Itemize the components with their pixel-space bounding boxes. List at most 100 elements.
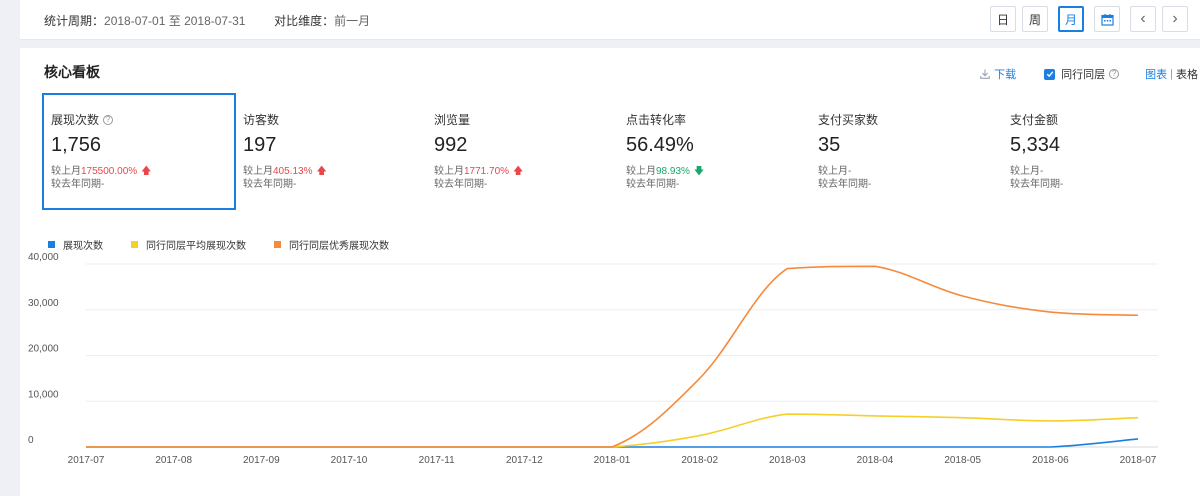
kpi-mom: 较上月 98.93% 🡇 [626, 165, 807, 178]
series-line-1 [85, 413, 1139, 448]
kpi-mom: 较上月 405.13% 🡅 [243, 165, 424, 178]
kpi-mom: 较上月- [818, 165, 999, 178]
legend-swatch [131, 241, 138, 248]
kpi-card[interactable]: 支付金额 5,334 较上月- 较去年同期- [1001, 93, 1191, 210]
x-tick-label: 2018-01 [594, 455, 631, 466]
kpi-mom: 较上月- [1010, 165, 1191, 178]
kpi-card[interactable]: 展现次数? 1,756 较上月 175500.00% 🡅 较去年同期- [42, 93, 236, 210]
arrow-up-icon: 🡅 [513, 166, 524, 177]
x-tick-label: 2017-08 [155, 455, 192, 466]
kpi-mom: 较上月 1771.70% 🡅 [434, 165, 615, 178]
kpi-row: 展现次数? 1,756 较上月 175500.00% 🡅 较去年同期- 访客数 19… [42, 93, 1192, 210]
calendar-icon [1100, 13, 1114, 26]
kpi-value: 1,756 [51, 134, 102, 156]
month-button[interactable]: 月 [1058, 6, 1084, 32]
x-tick-label: 2017-11 [419, 455, 455, 466]
x-tick-label: 2017-09 [243, 455, 280, 466]
kpi-name: 访客数 [243, 113, 280, 127]
series-line-0 [85, 438, 1139, 448]
help-icon[interactable]: ? [103, 114, 114, 125]
kpi-yoy: 较去年同期- [1010, 179, 1064, 190]
chart-legend: 展现次数 同行同层平均展现次数 同行同层优秀展现次数 [48, 237, 417, 252]
kpi-name: 支付金额 [1010, 113, 1059, 127]
kpi-yoy: 较去年同期- [818, 179, 872, 190]
period-label: 统计周期： [44, 14, 105, 28]
next-button[interactable]: › [1162, 6, 1188, 32]
kpi-value: 35 [818, 134, 841, 156]
kpi-yoy: 较去年同期- [51, 179, 105, 190]
kpi-value: 56.49% [626, 134, 694, 156]
period-buttons: 日 周 月 ‹ › [990, 6, 1188, 32]
kpi-value: 5,334 [1010, 134, 1061, 156]
arrow-down-icon: 🡇 [693, 166, 705, 177]
day-button[interactable]: 日 [990, 6, 1016, 32]
kpi-name: 点击转化率 [626, 113, 687, 127]
y-tick-label: 30,000 [28, 298, 59, 309]
arrow-up-icon: 🡅 [141, 166, 152, 177]
kpi-card[interactable]: 点击转化率 56.49% 较上月 98.93% 🡇 较去年同期- [617, 93, 807, 210]
week-button[interactable]: 周 [1022, 6, 1048, 32]
kpi-name: 浏览量 [434, 113, 471, 127]
legend-label: 展现次数 [63, 241, 103, 252]
x-tick-label: 2017-12 [506, 455, 543, 466]
y-tick-label: 0 [28, 435, 34, 446]
kpi-card[interactable]: 支付买家数 35 较上月- 较去年同期- [809, 93, 999, 210]
kpi-value: 197 [243, 134, 277, 156]
calendar-button[interactable] [1094, 6, 1120, 32]
x-tick-label: 2018-07 [1120, 455, 1157, 466]
legend-item[interactable]: 同行同层优秀展现次数 [274, 237, 389, 252]
peer-checkbox[interactable]: 同行同层 ? [1044, 66, 1120, 82]
x-tick-label: 2018-02 [681, 455, 718, 466]
download-icon [980, 69, 990, 79]
kpi-mom-label: 较上月- [818, 166, 852, 177]
kpi-yoy: 较去年同期- [243, 179, 297, 190]
kpi-card[interactable]: 访客数 197 较上月 405.13% 🡅 较去年同期- [234, 93, 424, 210]
panel-tools: 下载 同行同层 ? 图表 | 表格 [980, 66, 1198, 82]
kpi-mom-value: 405.13% [273, 166, 313, 177]
view-chart-tab[interactable]: 图表 [1145, 69, 1168, 81]
kpi-mom-value: 98.93% [656, 166, 690, 177]
kpi-card[interactable]: 浏览量 992 较上月 1771.70% 🡅 较去年同期- [425, 93, 615, 210]
legend-swatch [48, 241, 55, 248]
kpi-mom-label: 较上月 [243, 166, 273, 177]
x-tick-label: 2018-05 [944, 455, 981, 466]
compare-value[interactable]: 前一月 [334, 14, 371, 28]
period-info: 统计周期：2018-07-01 至 2018-07-31 对比维度：前一月 [44, 12, 370, 29]
kpi-mom-label: 较上月- [1010, 166, 1044, 177]
y-tick-label: 20,000 [28, 344, 59, 355]
checkbox-checked-icon [1044, 68, 1056, 80]
y-tick-label: 40,000 [28, 252, 59, 263]
legend-item[interactable]: 展现次数 [48, 237, 103, 252]
kpi-mom-label: 较上月 [51, 166, 81, 177]
y-tick-label: 10,000 [28, 389, 59, 400]
legend-swatch [274, 241, 281, 248]
x-tick-label: 2018-03 [769, 455, 806, 466]
kpi-value: 992 [434, 134, 468, 156]
help-icon[interactable]: ? [1109, 69, 1120, 79]
x-tick-label: 2017-10 [331, 455, 368, 466]
view-table-tab[interactable]: 表格 [1176, 69, 1198, 81]
kpi-mom-value: 175500.00% [81, 166, 138, 177]
period-value[interactable]: 2018-07-01 至 2018-07-31 [104, 14, 246, 28]
filter-bar: 统计周期：2018-07-01 至 2018-07-31 对比维度：前一月 日 … [20, 0, 1200, 40]
kpi-name: 展现次数 [51, 113, 100, 127]
kpi-mom: 较上月 175500.00% 🡅 [51, 165, 234, 178]
core-dashboard: 核心看板 下载 同行同层 ? 图表 | 表格 展现次数? 1,756 较上月 17… [20, 48, 1200, 496]
prev-button[interactable]: ‹ [1130, 6, 1156, 32]
kpi-mom-label: 较上月 [434, 166, 464, 177]
download-button[interactable]: 下载 [980, 66, 1016, 82]
legend-label: 同行同层优秀展现次数 [289, 241, 389, 252]
legend-label: 同行同层平均展现次数 [146, 241, 246, 252]
kpi-mom-label: 较上月 [626, 166, 656, 177]
x-tick-label: 2017-07 [68, 455, 105, 466]
legend-item[interactable]: 同行同层平均展现次数 [131, 237, 246, 252]
arrow-up-icon: 🡅 [316, 166, 327, 177]
x-tick-label: 2018-06 [1032, 455, 1069, 466]
kpi-yoy: 较去年同期- [626, 179, 680, 190]
compare-label: 对比维度： [274, 14, 335, 28]
download-label: 下载 [994, 69, 1017, 81]
series-line-2 [85, 265, 1139, 448]
panel-title: 核心看板 [44, 64, 100, 80]
x-tick-label: 2018-04 [857, 455, 894, 466]
kpi-name: 支付买家数 [818, 113, 879, 127]
